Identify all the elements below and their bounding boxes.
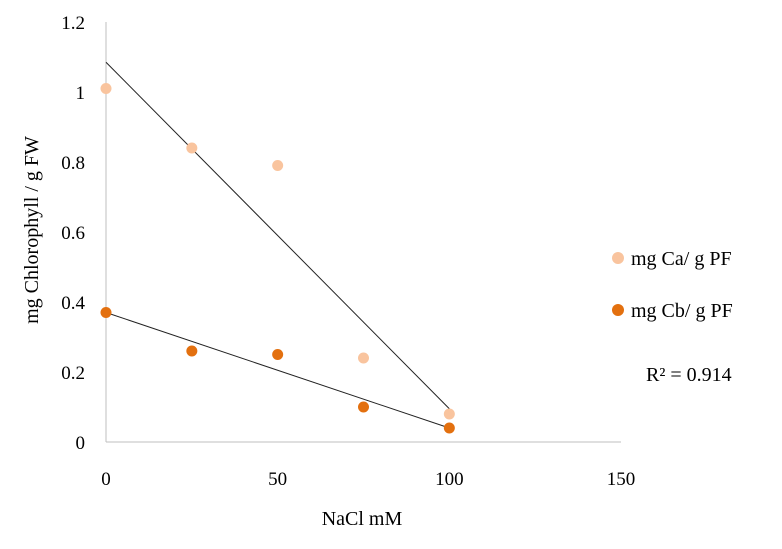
legend: mg Ca/ g PF mg Cb/ g PF [612,248,733,322]
y-tick-label: 1 [76,83,86,104]
legend-label-cb: mg Cb/ g PF [631,300,733,322]
r-squared-label: R² = 0.914 [646,364,732,386]
data-point-series-0 [443,408,455,420]
data-point-series-1 [100,307,112,318]
trendline-series-0 [105,61,450,410]
data-point-series-1 [443,422,455,434]
y-tick-label: 0.2 [61,363,85,384]
y-tick-label: 0.4 [61,293,85,314]
data-point-series-0 [100,83,112,94]
legend-label-ca: mg Ca/ g PF [631,248,732,270]
data-point-series-0 [186,142,198,154]
data-points [100,83,455,434]
y-tick-label: 0 [76,433,86,454]
legend-marker-cb [612,304,624,316]
plot-area [105,22,621,443]
x-tick-label: 50 [268,469,287,490]
legend-marker-ca [612,252,624,264]
x-tick-label: 0 [101,469,111,490]
x-tick-labels: 0 50 100 150 [101,469,635,490]
y-tick-label: 0.6 [61,223,85,244]
data-point-series-0 [358,352,369,364]
data-point-series-1 [272,349,284,360]
data-point-series-0 [272,160,284,171]
y-tick-label: 0.8 [61,153,85,174]
x-axis-title: NaCl mM [322,508,403,530]
x-tick-label: 150 [607,469,636,490]
y-tick-label: 1.2 [61,13,85,34]
trendline-series-1 [105,312,450,429]
y-axis-title: mg Chlorophyll / g FW [21,136,43,324]
data-point-series-1 [186,345,198,357]
y-tick-labels: 0 0.2 0.4 0.6 0.8 1 1.2 [61,13,85,454]
x-tick-label: 100 [435,469,464,490]
data-point-series-1 [358,401,369,413]
trendlines [105,61,450,429]
